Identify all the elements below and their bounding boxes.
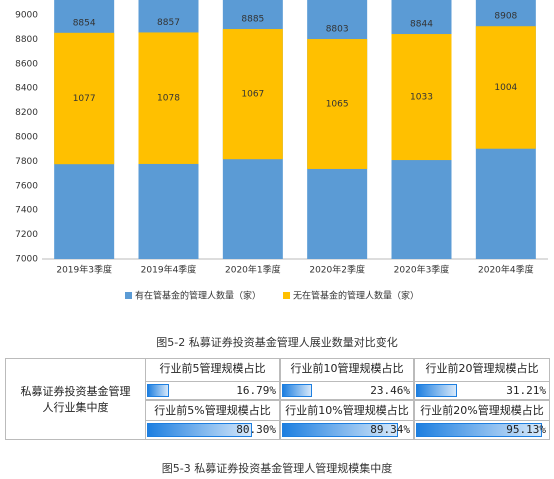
- bar-segment: [222, 29, 283, 160]
- value-label: 16.79%: [236, 384, 276, 397]
- column-header: 行业前20%管理规模占比: [414, 400, 550, 421]
- total-label: 8803: [326, 25, 349, 35]
- value-cell: 95.13%: [414, 420, 550, 440]
- total-label: 8908: [494, 12, 517, 22]
- legend-swatch: [125, 292, 132, 299]
- value-cell: 89.34%: [280, 420, 414, 440]
- data-label: 1004: [494, 83, 517, 93]
- chart: 7000 7200 7400 7600 7800 8000 8200 8400 8600 8800…: [15, 0, 548, 302]
- value-cell: 80.30%: [145, 420, 280, 440]
- value-label: 31.21%: [506, 384, 546, 397]
- value-cell: 16.79%: [145, 381, 280, 400]
- value-label: 23.46%: [370, 384, 410, 397]
- total-label: 8857: [157, 18, 180, 28]
- bar-segment: [391, 34, 452, 161]
- caption: 图5-3 私募证券投资基金管理人管理规模集中度: [161, 462, 393, 475]
- bar-segment: [138, 32, 199, 164]
- legend-label: 有在管基金的管理人数量（家）: [135, 290, 261, 302]
- legend-swatch: [283, 292, 291, 299]
- bar-segment: [475, 26, 536, 149]
- row-header: 私募证券投资基金管理人行业集中度: [5, 358, 146, 440]
- column-header: 行业前10管理规模占比: [280, 358, 414, 382]
- data-bar: [147, 423, 253, 437]
- column-header: 行业前20管理规模占比: [414, 358, 550, 382]
- data-bar: [147, 384, 169, 397]
- data-label: 1033: [410, 93, 433, 103]
- x-tick-label: 2020年2季度: [309, 264, 365, 276]
- total-label: 8844: [410, 20, 433, 30]
- data-label: 1065: [326, 99, 349, 109]
- data-bar: [282, 423, 399, 437]
- y-tick-label: 8400: [15, 84, 38, 94]
- x-tick-label: 2020年3季度: [394, 264, 450, 276]
- y-tick-label: 7600: [15, 181, 38, 191]
- y-tick-label: 8000: [15, 133, 38, 143]
- value-label: 89.34%: [370, 423, 410, 436]
- value-label: 80.30%: [236, 423, 276, 436]
- y-tick-label: 8200: [15, 108, 38, 118]
- total-label: 8854: [73, 18, 96, 28]
- y-tick-label: 8800: [15, 35, 38, 45]
- caption: 图5-2 私募证券投资基金管理人展业数量对比变化: [156, 336, 398, 349]
- y-tick-label: 9000: [15, 11, 38, 21]
- column-header: 行业前10%管理规模占比: [280, 400, 414, 421]
- data-bar: [416, 423, 542, 437]
- value-cell: 31.21%: [414, 381, 550, 400]
- column-header: 行业前5管理规模占比: [145, 358, 280, 382]
- column-header: 行业前5%管理规模占比: [145, 400, 280, 421]
- y-tick-label: 7800: [15, 157, 38, 167]
- data-bar: [282, 384, 313, 397]
- data-label: 1077: [73, 94, 96, 104]
- data-label: 1067: [241, 90, 264, 100]
- x-tick-label: 2020年1季度: [225, 264, 281, 276]
- x-tick-label: 2020年4季度: [478, 264, 534, 276]
- legend-label: 无在管基金的管理人数量（家）: [293, 290, 419, 302]
- y-tick-label: 7400: [15, 206, 38, 216]
- data-bar: [416, 384, 458, 397]
- y-tick-label: 7000: [15, 255, 38, 265]
- y-tick-label: 7200: [15, 230, 38, 240]
- total-label: 8885: [241, 15, 264, 25]
- y-tick-label: 8600: [15, 59, 38, 69]
- value-cell: 23.46%: [280, 381, 414, 400]
- x-tick-label: 2019年3季度: [56, 264, 112, 276]
- value-label: 95.13%: [506, 423, 546, 436]
- bar-segment: [54, 32, 115, 165]
- x-tick-label: 2019年4季度: [141, 264, 197, 276]
- data-label: 1078: [157, 94, 180, 104]
- bar-segment: [307, 39, 368, 169]
